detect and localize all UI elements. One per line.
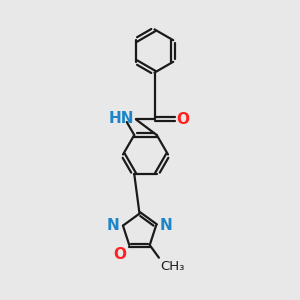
Text: O: O — [113, 247, 126, 262]
Text: O: O — [176, 112, 189, 127]
Text: N: N — [160, 218, 172, 233]
Text: CH₃: CH₃ — [160, 260, 185, 273]
Text: HN: HN — [109, 111, 134, 126]
Text: N: N — [106, 218, 119, 233]
